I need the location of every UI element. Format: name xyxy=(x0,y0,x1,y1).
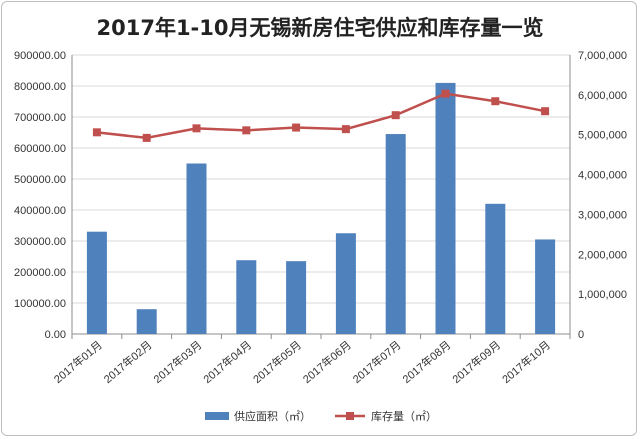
line-point xyxy=(391,111,400,120)
bar xyxy=(236,260,257,334)
line-point xyxy=(341,125,350,134)
y-right-tick-label: 2,000,000 xyxy=(578,249,627,261)
x-tick-label: 2017年02月 xyxy=(101,338,155,386)
legend-swatch-supply xyxy=(205,412,229,420)
bar xyxy=(286,261,307,334)
x-tick-label: 2017年03月 xyxy=(150,338,204,386)
bar xyxy=(335,233,356,334)
line-point xyxy=(142,133,151,142)
x-tick-label: 2017年01月 xyxy=(51,338,105,386)
y-right-tick-label: 4,000,000 xyxy=(578,170,627,182)
line-point xyxy=(441,89,450,98)
y-right-tick-label: 7,000,000 xyxy=(578,50,627,62)
bar xyxy=(535,239,556,334)
legend-label-supply: 供应面积（㎡） xyxy=(234,409,311,423)
y-left-tick-label: 200000.00 xyxy=(14,267,66,279)
y-left-tick-label: 300000.00 xyxy=(14,236,66,248)
x-tick-label: 2017年08月 xyxy=(399,338,453,386)
y-right-tick-label: 5,000,000 xyxy=(578,130,627,142)
y-left-tick-label: 700000.00 xyxy=(14,112,66,124)
x-tick-label: 2017年05月 xyxy=(250,338,304,386)
y-left-tick-label: 900000.00 xyxy=(14,50,66,62)
y-right-tick-label: 1,000,000 xyxy=(578,289,627,301)
y-left-tick-label: 0.00 xyxy=(45,329,66,341)
bar xyxy=(86,231,107,334)
legend-label-inventory: 库存量（㎡） xyxy=(371,409,437,423)
line-point xyxy=(242,126,251,135)
line-point xyxy=(491,97,500,106)
line-point xyxy=(292,123,301,132)
chart-title: 2017年1-10月无锡新房住宅供应和库存量一览 xyxy=(96,16,544,40)
y-left-tick-label: 600000.00 xyxy=(14,143,66,155)
y-right-tick-label: 6,000,000 xyxy=(578,90,627,102)
x-tick-label: 2017年07月 xyxy=(350,338,404,386)
x-tick-label: 2017年09月 xyxy=(449,338,503,386)
y-left-tick-label: 400000.00 xyxy=(14,205,66,217)
y-left-tick-label: 500000.00 xyxy=(14,174,66,186)
bar xyxy=(136,309,157,334)
y-left-tick-label: 100000.00 xyxy=(14,298,66,310)
x-tick-label: 2017年10月 xyxy=(499,338,553,386)
line-point xyxy=(541,107,550,116)
bar xyxy=(186,163,207,334)
line-point xyxy=(92,128,101,137)
legend-marker-inventory xyxy=(346,412,354,420)
line-point xyxy=(192,124,201,133)
inventory-line xyxy=(96,92,546,140)
bar xyxy=(385,134,406,334)
y-right-tick-label: 3,000,000 xyxy=(578,209,627,221)
x-tick-label: 2017年04月 xyxy=(200,338,254,386)
y-left-tick-label: 800000.00 xyxy=(14,81,66,93)
x-tick-label: 2017年06月 xyxy=(300,338,354,386)
bar xyxy=(435,82,456,335)
y-right-tick-label: 0 xyxy=(578,329,584,341)
bar xyxy=(485,203,506,334)
